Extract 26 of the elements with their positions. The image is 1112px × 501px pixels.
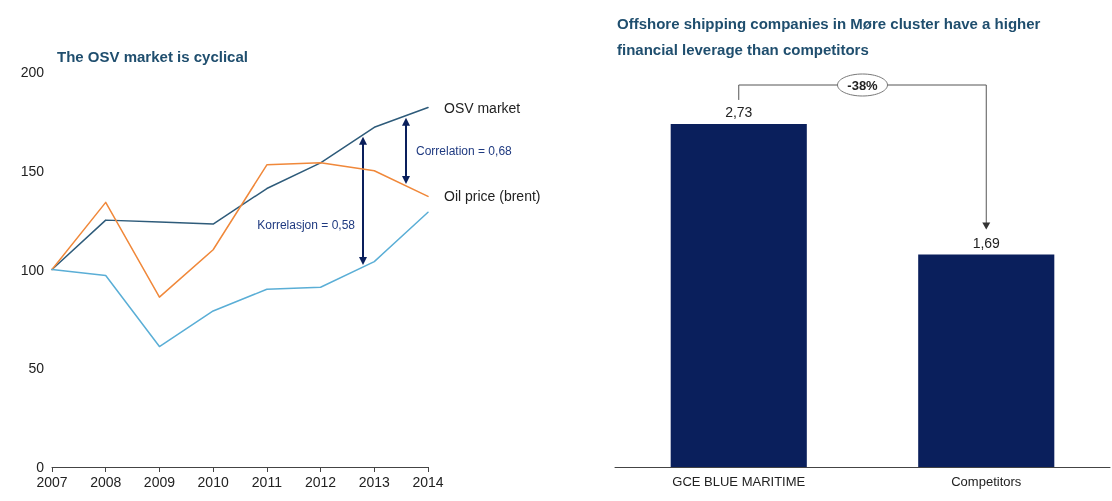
series-label: Oil price (brent): [444, 188, 541, 205]
text: -38%: [847, 77, 879, 93]
y-tick-label: 100: [20, 261, 45, 278]
x-tick-label: 2007: [36, 474, 68, 490]
x-tick-label: GCE BLUE MARITIME: [672, 474, 806, 489]
x-tick-label: 2010: [197, 474, 229, 490]
x-tick-label: 2011: [251, 474, 283, 490]
x-tick-label: Competitors: [951, 474, 1022, 489]
line-series: [51, 211, 429, 348]
line-series: [51, 162, 429, 298]
data-label: 1,69: [972, 234, 1001, 251]
data-label: 2,73: [725, 103, 753, 120]
y-tick-label: 0: [36, 459, 45, 475]
series-label: OSV market: [444, 99, 521, 116]
y-tick-label: 50: [28, 360, 45, 377]
x-tick-label: 2013: [358, 474, 391, 490]
y-tick-label: 200: [20, 64, 45, 80]
y-tick-label: 150: [20, 162, 45, 179]
annotation: Korrelasjon = 0,58: [257, 217, 356, 232]
x-tick-label: 2014: [412, 474, 444, 490]
x-tick-label: 2012: [304, 474, 337, 490]
chart-title: Offshore shipping companies in Møre cluster have a higher financial leverage than competitors: [617, 14, 1041, 58]
x-tick-label: 2009: [143, 474, 176, 490]
x-tick-label: 2008: [90, 474, 122, 490]
annotation: Correlation = 0,68: [416, 143, 513, 158]
chart-title: The OSV market is cyclical: [57, 47, 248, 65]
